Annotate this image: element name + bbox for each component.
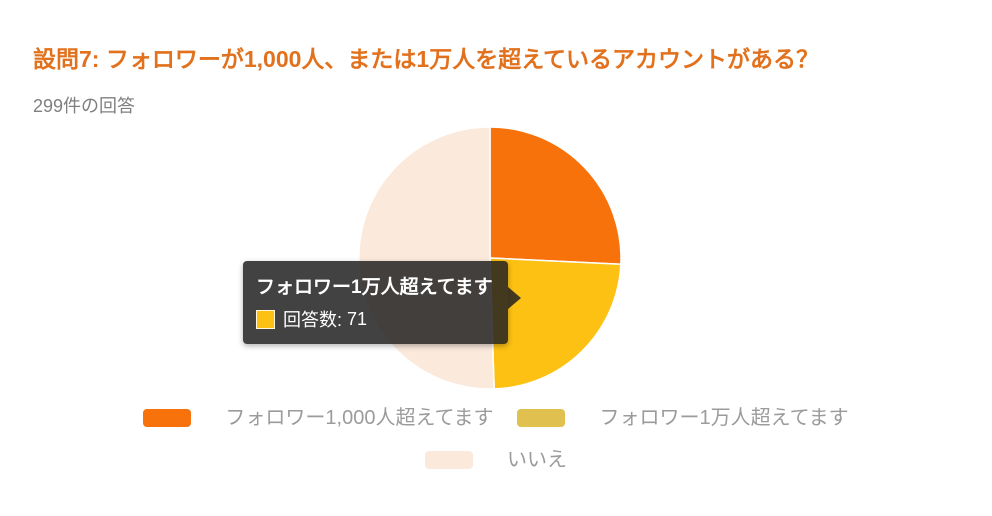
chart-tooltip: フォロワー1万人超えてます 回答数: 71 [243, 261, 521, 344]
legend-swatch-followers-1000 [143, 409, 192, 427]
tooltip-count-row: 回答数: 71 [256, 306, 493, 332]
pie-chart [358, 126, 622, 390]
tooltip-series-label: フォロワー1万人超えてます [256, 277, 493, 298]
response-count: 299件の回答 [33, 96, 136, 116]
legend-swatch-followers-10000 [517, 409, 566, 427]
tooltip-swatch [256, 309, 275, 329]
pie-chart-svg [358, 126, 622, 390]
legend-label-followers-10000: フォロワー1万人超えてます [599, 407, 849, 429]
pie-slice-2[interactable] [358, 126, 495, 390]
tooltip-count-label: 回答数: [283, 310, 343, 330]
legend-item-no[interactable]: いいえ [425, 448, 567, 472]
legend-item-followers-1000[interactable]: フォロワー1,000人超えてます [143, 406, 493, 430]
legend-swatch-no [425, 451, 473, 469]
legend-row-1: フォロワー1,000人超えてます フォロワー1万人超えてます [143, 406, 849, 430]
tooltip-arrow-icon [507, 287, 521, 309]
legend-label-followers-1000: フォロワー1,000人超えてます [225, 407, 494, 429]
tooltip-count-value: 71 [347, 308, 368, 329]
legend-row-2: いいえ [425, 448, 567, 472]
legend-label-no: いいえ [507, 449, 567, 471]
chart-legend: フォロワー1,000人超えてます フォロワー1万人超えてます いいえ [0, 406, 992, 472]
pie-slice-0[interactable] [489, 126, 622, 265]
question-title: 設問7: フォロワーが1,000人、または1万人を超えているアカウントがある？ [33, 46, 820, 72]
legend-item-followers-10000[interactable]: フォロワー1万人超えてます [517, 406, 849, 430]
pie-slice-1[interactable] [489, 257, 622, 390]
